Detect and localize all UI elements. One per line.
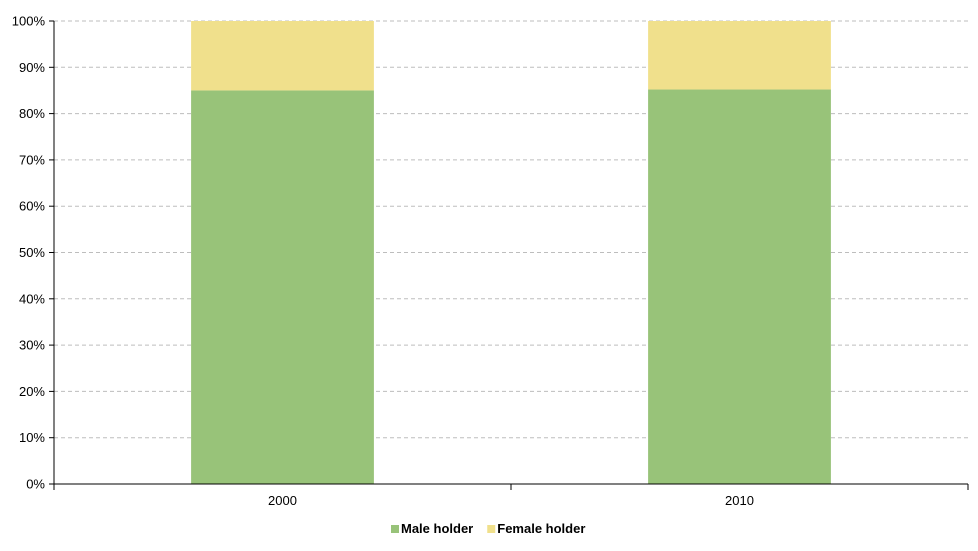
legend-swatch (391, 525, 399, 533)
y-tick-label: 90% (19, 60, 45, 75)
y-tick-label: 60% (19, 199, 45, 214)
bar-segment (648, 21, 831, 90)
legend-label: Male holder (401, 521, 473, 536)
y-tick-label: 80% (19, 106, 45, 121)
y-tick-label: 40% (19, 291, 45, 306)
y-tick-label: 70% (19, 152, 45, 167)
y-tick-label: 0% (26, 477, 45, 492)
bars (191, 21, 831, 485)
gridlines (54, 20, 968, 439)
y-tick-labels: 0% 10% 20% 30% 40% 50% 60% 70% 80% 90% 100% (12, 14, 46, 492)
legend: Male holder Female holder (391, 521, 585, 536)
legend-swatch (487, 525, 496, 533)
y-tick-label: 20% (19, 384, 45, 399)
legend-label: Female holder (497, 521, 585, 536)
x-tick-label: 2010 (725, 493, 754, 508)
y-tick-label: 30% (19, 338, 45, 353)
x-tick-label: 2000 (268, 493, 297, 508)
y-tick-label: 100% (12, 14, 46, 29)
y-tick-label: 10% (19, 430, 45, 445)
x-tick-labels: 2000 2010 (268, 493, 754, 508)
y-tick-label: 50% (19, 245, 45, 260)
bar-segment (648, 89, 831, 485)
bar-segment (191, 21, 374, 91)
axes (49, 20, 969, 490)
bar-segment (191, 90, 374, 484)
